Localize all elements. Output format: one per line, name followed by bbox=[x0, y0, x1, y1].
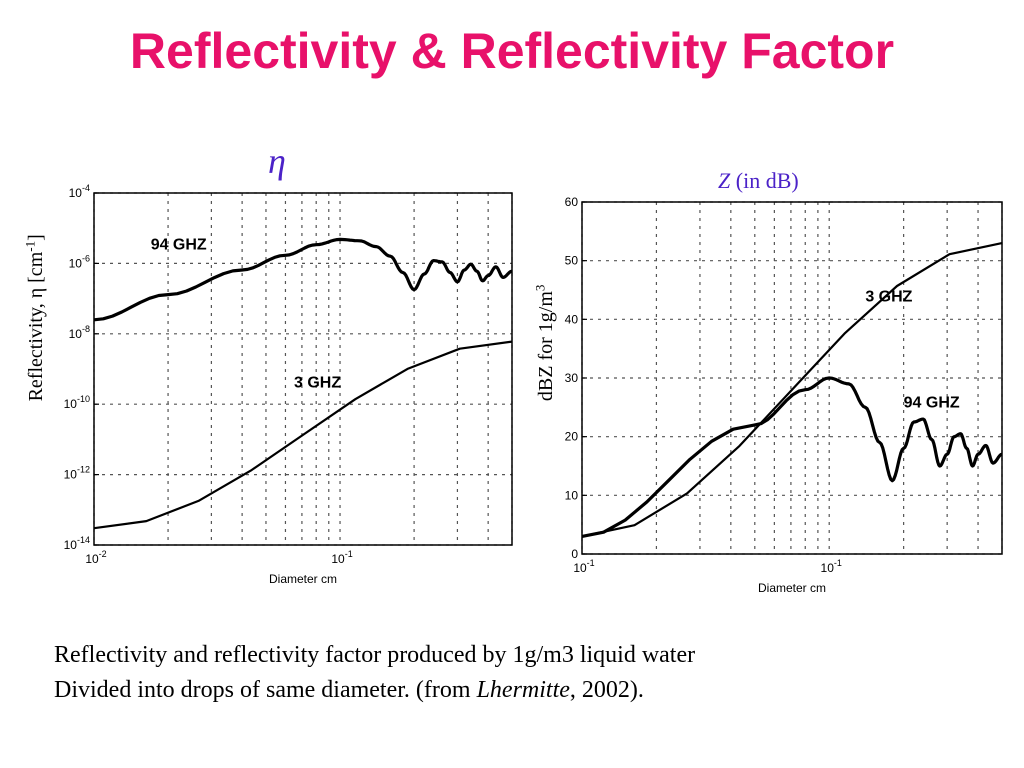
caption-line-2-suffix: , 2002). bbox=[569, 677, 644, 703]
left-chart-xtick-label: 10-1 bbox=[331, 549, 352, 566]
right-chart-x-axis-label: Diameter cm bbox=[758, 581, 826, 595]
right-chart-ytick-label: 60 bbox=[565, 195, 579, 209]
left-chart-ytick-label: 10-6 bbox=[69, 253, 90, 270]
eta-symbol: η bbox=[268, 141, 286, 181]
left-chart-series-94-ghz bbox=[93, 237, 513, 322]
left-chart-xtick-label: 10-2 bbox=[85, 549, 106, 566]
right-chart-ytick-label: 0 bbox=[571, 547, 578, 561]
right-chart-ytick-label: 40 bbox=[565, 312, 579, 326]
reflectivity-chart: 10-14 10-12 10-10 10-8 10-6 10-4 10-2 10-1 Diame… bbox=[64, 183, 513, 586]
figure-caption: Reflectivity and reflectivity factor pro… bbox=[54, 638, 1014, 708]
caption-line-1: Reflectivity and reflectivity factor pro… bbox=[54, 642, 696, 668]
right-chart-series-94-ghz bbox=[581, 376, 1003, 538]
slide-title: Reflectivity & Reflectivity Factor bbox=[129, 23, 895, 79]
right-chart-xtick-label: 10-1 bbox=[573, 558, 594, 575]
right-y-axis-label: dBZ for 1g/m3 bbox=[532, 228, 558, 458]
z-in-db-label: Z (in dB) bbox=[718, 168, 799, 194]
right-chart-series-3-ghz bbox=[581, 242, 1003, 538]
left-chart-label-94-ghz: 94 GHZ bbox=[151, 236, 207, 253]
right-chart-label-94-ghz: 94 GHZ bbox=[904, 394, 960, 411]
left-chart-ytick-label: 10-12 bbox=[64, 465, 90, 482]
left-chart-frame bbox=[93, 192, 513, 546]
left-chart-label-3-ghz: 3 GHZ bbox=[294, 374, 341, 391]
caption-author: Lhermitte bbox=[476, 677, 570, 703]
z-unit: (in dB) bbox=[730, 168, 799, 193]
right-y-axis-label-text: dBZ for 1g/m3 bbox=[532, 284, 557, 402]
left-chart-x-axis-label: Diameter cm bbox=[269, 572, 337, 586]
z-symbol: Z bbox=[718, 168, 731, 193]
right-chart-ytick-label: 20 bbox=[565, 430, 579, 444]
right-chart-ytick-label: 10 bbox=[565, 488, 579, 502]
right-chart-label-3-ghz: 3 GHZ bbox=[865, 289, 912, 306]
left-chart-ytick-label: 10-8 bbox=[69, 324, 90, 341]
dbz-chart: 0 10 20 30 40 50 60 10-1 10-1 Diameter cm 3 GHZ 94 … bbox=[565, 195, 1003, 595]
right-chart-ytick-label: 50 bbox=[565, 254, 579, 268]
right-chart-xtick-label: 10-1 bbox=[821, 558, 842, 575]
left-chart-series-3-ghz bbox=[93, 340, 513, 530]
caption-line-2-prefix: Divided into drops of same diameter. (fr… bbox=[54, 677, 477, 703]
caption-line-2: Divided into drops of same diameter. (fr… bbox=[54, 673, 1014, 708]
right-chart-ytick-label: 30 bbox=[565, 371, 579, 385]
left-chart-ytick-label: 10-14 bbox=[64, 535, 90, 552]
left-chart-ytick-label: 10-4 bbox=[69, 183, 90, 200]
left-chart-ytick-label: 10-10 bbox=[64, 394, 90, 411]
